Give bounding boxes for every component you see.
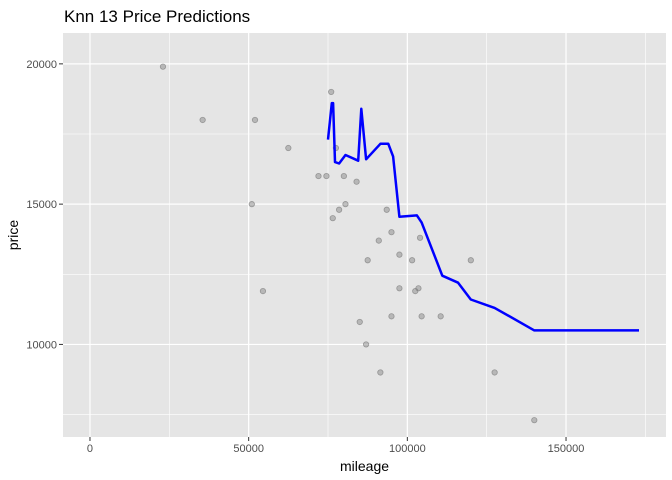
y-axis-ticks: 10000 15000 20000: [26, 59, 63, 351]
data-point: [388, 229, 395, 236]
data-points: [159, 63, 538, 424]
data-point: [285, 144, 292, 152]
data-point: [340, 172, 347, 180]
data-point: [323, 172, 330, 180]
data-point: [396, 285, 403, 292]
x-axis-title: mileage: [340, 458, 389, 474]
data-point: [364, 257, 371, 264]
x-tick-label: 100000: [389, 443, 426, 455]
data-point: [377, 369, 384, 376]
data-point: [329, 215, 336, 222]
y-tick-label: 20000: [26, 59, 57, 71]
x-tick-label: 150000: [548, 443, 585, 455]
data-point: [248, 201, 255, 208]
data-point: [336, 206, 343, 213]
data-point: [388, 313, 395, 320]
data-point: [383, 206, 390, 213]
data-point: [315, 172, 322, 180]
data-point: [342, 201, 349, 208]
data-point: [491, 369, 498, 376]
x-axis-ticks: 0 50000 100000 150000: [87, 437, 584, 455]
data-point: [356, 318, 363, 326]
data-point: [409, 257, 416, 264]
y-axis-title: price: [5, 220, 21, 251]
data-point: [199, 116, 206, 124]
prediction-line: [326, 101, 639, 332]
y-tick-label: 10000: [26, 339, 57, 351]
x-tick-label: 0: [87, 443, 93, 455]
x-tick-label: 50000: [233, 443, 264, 455]
data-point: [159, 63, 167, 70]
data-point: [362, 341, 370, 348]
data-point: [396, 251, 403, 258]
data-point: [437, 313, 444, 320]
data-point: [467, 257, 474, 264]
data-point: [416, 234, 424, 241]
data-point: [328, 88, 335, 96]
data-point: [251, 116, 259, 124]
data-point: [353, 178, 360, 185]
data-point: [375, 237, 382, 244]
plot-panel: [63, 33, 666, 437]
data-point: [259, 288, 267, 295]
data-point: [415, 285, 422, 292]
chart-title: Knn 13 Price Predictions: [64, 7, 250, 26]
data-point: [418, 313, 425, 320]
data-point: [531, 417, 538, 424]
y-tick-label: 15000: [26, 199, 57, 211]
